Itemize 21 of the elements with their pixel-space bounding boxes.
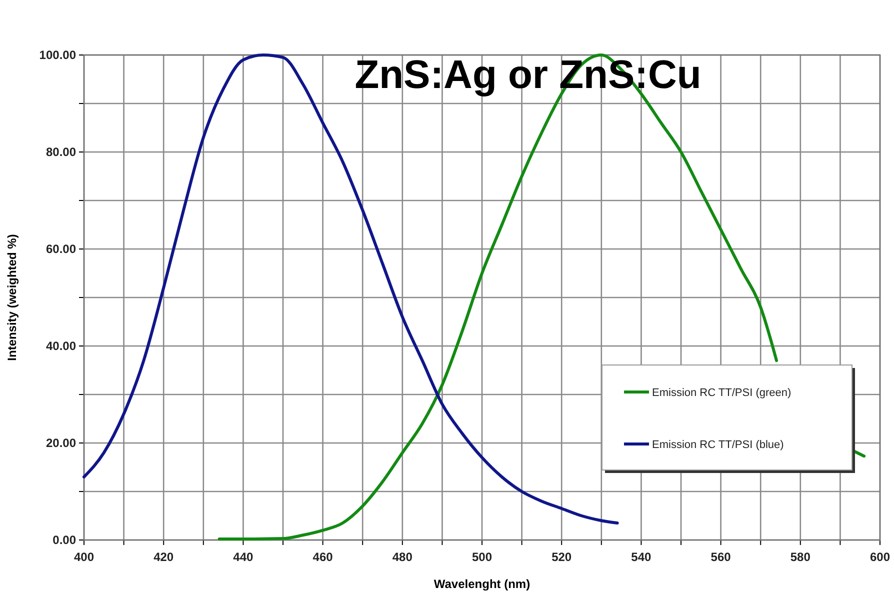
y-tick-label: 40.00 bbox=[46, 338, 76, 353]
x-tick-label: 540 bbox=[631, 550, 652, 564]
x-tick-label: 420 bbox=[154, 550, 174, 564]
y-tick-label: 20.00 bbox=[46, 436, 76, 450]
x-tick-label: 400 bbox=[74, 550, 94, 564]
x-tick-label: 460 bbox=[312, 550, 334, 564]
y-tick-label: 80.00 bbox=[46, 144, 76, 159]
y-axis-title: Intensity (weighted %) bbox=[5, 234, 19, 361]
y-tick-label: 0.00 bbox=[52, 532, 76, 547]
x-tick-label: 500 bbox=[472, 550, 492, 564]
legend-label: Emission RC TT/PSI (blue) bbox=[652, 439, 784, 451]
x-tick-label: 600 bbox=[870, 550, 890, 564]
y-tick-label: 100.00 bbox=[39, 48, 76, 62]
x-tick-label: 440 bbox=[233, 550, 254, 564]
x-tick-label: 580 bbox=[790, 550, 811, 564]
x-axis-title: Wavelenght (nm) bbox=[434, 577, 530, 591]
y-tick-label: 60.00 bbox=[46, 242, 76, 256]
x-tick-label: 560 bbox=[710, 550, 732, 564]
x-tick-label: 480 bbox=[392, 550, 413, 564]
legend-label: Emission RC TT/PSI (green) bbox=[652, 387, 792, 399]
x-tick-label: 520 bbox=[552, 550, 572, 564]
